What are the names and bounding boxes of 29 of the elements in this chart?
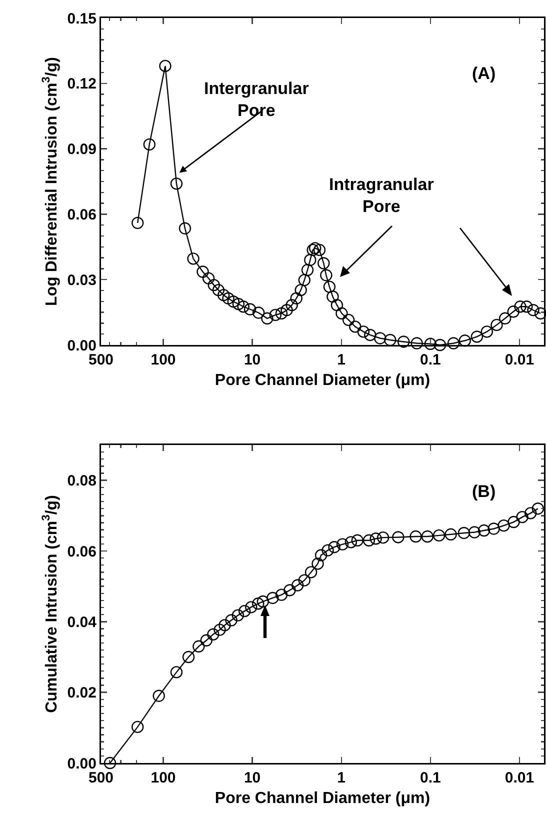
y-tick-label: 0.09 bbox=[67, 141, 96, 158]
y-tick-label: 0.15 bbox=[67, 10, 96, 28]
x-tick-label: 0.01 bbox=[504, 352, 534, 368]
annotation: Intragranular Pore bbox=[329, 175, 434, 216]
y-tick-label: 0.03 bbox=[67, 272, 96, 289]
x-tick-label: 1 bbox=[337, 352, 346, 368]
y-tick-label: 0.12 bbox=[67, 76, 96, 93]
x-tick-label: 1 bbox=[337, 770, 346, 786]
x-tick-label: 500 bbox=[88, 770, 114, 786]
x-tick-label: 100 bbox=[150, 770, 176, 786]
y-tick-label: 0.06 bbox=[67, 206, 96, 224]
text: (A) bbox=[472, 64, 496, 83]
y-tick-label: 0.00 bbox=[67, 755, 96, 772]
x-tick-label: 10 bbox=[244, 770, 261, 786]
y-tick-label: 0.08 bbox=[67, 472, 96, 490]
x-tick-label: 500 bbox=[88, 352, 114, 368]
y-tick-label: 0.04 bbox=[67, 614, 98, 631]
x-tick-label: 10 bbox=[244, 352, 261, 368]
y-tick-label: 0.00 bbox=[67, 337, 96, 354]
x-axis-title: Pore Channel Diameter (μm) bbox=[214, 372, 430, 389]
x-tick-label: 100 bbox=[150, 352, 176, 368]
x-tick-label: 0.1 bbox=[420, 352, 441, 368]
x-axis-title: Pore Channel Diameter (μm) bbox=[214, 790, 430, 807]
x-tick-label: 0.1 bbox=[420, 770, 441, 786]
annotation: Intergranular Pore bbox=[204, 79, 310, 120]
y-tick-label: 0.02 bbox=[67, 684, 96, 702]
x-tick-label: 0.01 bbox=[504, 770, 534, 786]
y-tick-label: 0.06 bbox=[67, 543, 96, 560]
text: (B) bbox=[472, 482, 496, 501]
